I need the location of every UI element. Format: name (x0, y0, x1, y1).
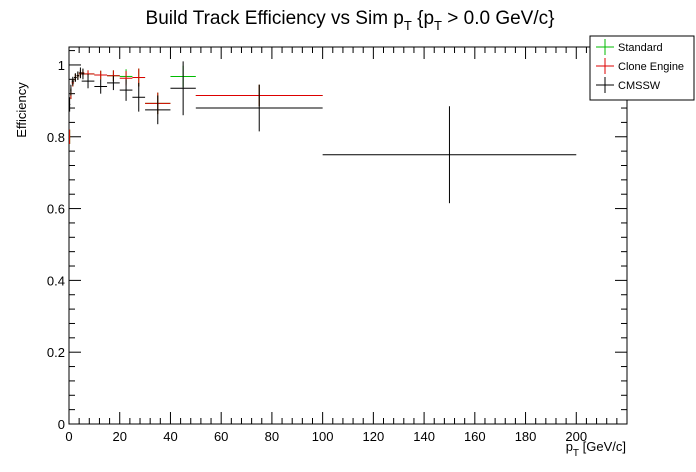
title-sub-2: T (434, 18, 442, 33)
x-tick-label: 60 (214, 429, 228, 444)
data-point (79, 67, 82, 79)
x-tick-label: 200 (565, 429, 587, 444)
y-tick-label: 0.6 (47, 202, 65, 217)
y-tick-label: 0.8 (47, 130, 65, 145)
data-point (322, 106, 577, 204)
x-axis-label: pT [GeV/c] (566, 439, 626, 459)
data-point (195, 84, 323, 132)
xlabel-main: p (566, 439, 573, 454)
title-mid: {p (412, 8, 434, 29)
data-point (69, 97, 71, 112)
y-tick-label: 1 (58, 58, 65, 73)
legend: Standard Clone Engine CMSSW (589, 35, 695, 101)
x-tick-label: 120 (363, 429, 385, 444)
legend-entry: Standard (596, 39, 663, 55)
data-point (170, 61, 196, 116)
legend-label: CMSSW (618, 80, 661, 92)
x-tick-label: 160 (464, 429, 486, 444)
data-point (107, 75, 120, 91)
data-point (145, 95, 171, 125)
x-tick-label: 100 (312, 429, 334, 444)
axis-tick-labels: 0 20 40 60 80 100 120 140 160 180 200 0 0.2 0.4 0.6 0.8… (47, 58, 587, 444)
data-series (69, 61, 577, 204)
x-tick-label: 140 (413, 429, 435, 444)
x-tick-label: 20 (112, 429, 126, 444)
y-tick-label: 0 (58, 417, 65, 432)
x-tick-label: 180 (515, 429, 537, 444)
title-sub-1: T (404, 18, 412, 33)
chart-title: Build Track Efficiency vs Sim pT {pT > 0… (146, 8, 555, 33)
data-point (94, 70, 108, 80)
xlabel-sub: T (573, 448, 579, 459)
legend-label: Clone Engine (618, 61, 684, 73)
x-tick-label: 40 (163, 429, 177, 444)
legend-entry: CMSSW (596, 77, 661, 93)
legend-label: Standard (618, 42, 663, 54)
data-point (76, 71, 80, 81)
title-tail: > 0.0 GeV/c} (442, 8, 555, 29)
y-axis-label: Efficiency (14, 82, 29, 138)
y-tick-label: 0.4 (47, 273, 65, 288)
data-point (81, 73, 95, 89)
title-main: Build Track Efficiency vs Sim p (146, 8, 404, 29)
series-standard (69, 65, 323, 144)
data-point (81, 68, 85, 80)
data-point (70, 84, 72, 96)
data-point (94, 79, 108, 94)
series-cmssw (69, 61, 577, 204)
xlabel-tail: [GeV/c] (579, 439, 626, 454)
plot-frame (68, 46, 628, 425)
data-point (119, 79, 133, 101)
legend-entry: Clone Engine (596, 58, 684, 74)
data-point (69, 129, 71, 144)
x-tick-label: 0 (65, 429, 72, 444)
y-tick-label: 0.2 (47, 345, 65, 360)
data-point (74, 73, 77, 82)
series-clone-engine (69, 68, 323, 144)
data-point (132, 82, 146, 112)
x-tick-label: 80 (265, 429, 279, 444)
axis-ticks (68, 47, 628, 425)
data-point (71, 76, 75, 86)
